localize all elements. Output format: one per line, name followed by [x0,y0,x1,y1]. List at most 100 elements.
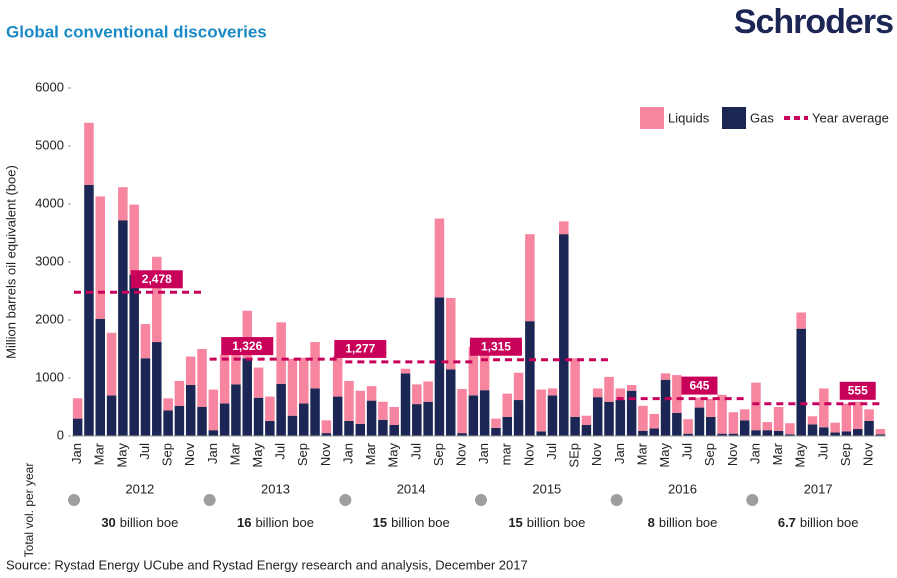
bar-gas [457,433,467,436]
x-tick-label: Mar [770,442,785,465]
bar-gas [400,373,411,436]
y-tick-label: 5000 [35,137,64,152]
bar-liquids [95,196,106,319]
bar-liquids [434,218,445,298]
bar-liquids [672,375,682,413]
bar-gas [118,220,128,436]
year-average-box [469,337,522,356]
bar-liquids [728,412,739,434]
bar-liquids [412,384,422,405]
bar-liquids [468,346,479,396]
bar-gas [694,407,705,436]
bar-gas [875,434,886,436]
year-label: 2012 [125,481,154,496]
year-marker [203,494,216,506]
bar-gas [762,430,773,436]
bar-liquids [344,380,354,421]
year-average-box [334,339,387,358]
bar-liquids [231,343,241,385]
bar-gas [185,384,196,436]
bar-gas [219,403,230,436]
y-tick-label: 0 [57,427,64,442]
bar-liquids [174,380,185,406]
x-tick-label: Jan [205,443,220,464]
year-marker [746,494,759,506]
total-unit: billion boe [391,515,450,530]
bar-liquids [615,388,626,401]
bar-gas [423,401,433,436]
year-average-label: 2,478 [142,272,172,286]
bar-gas [581,424,592,436]
x-tick-label: Jul [408,443,423,460]
bar-gas [479,390,490,436]
bar-gas [773,430,784,436]
bar-gas [807,424,818,436]
bar-gas [739,420,750,436]
x-tick-label: Sep [295,443,310,466]
x-tick-label: May [793,443,808,468]
total-volume: 8 billion boe [648,515,718,530]
bar-liquids [491,418,501,428]
total-amount: 6.7 [778,515,796,530]
bar-gas [129,274,139,436]
bar-liquids [841,403,852,432]
bar-liquids [592,388,603,398]
bar-gas [389,424,399,436]
bar-liquids [423,381,433,402]
total-label: Total vol. per year [22,463,36,558]
x-tick-label: Jul [544,443,559,460]
x-tick-label: Sep [838,443,853,466]
x-tick-label: Jan [340,443,355,464]
bar-gas [84,184,94,436]
year-average-label: 555 [848,383,868,397]
bar-liquids [185,356,196,385]
x-tick-label: Mar [92,442,107,465]
total-amount: 30 [101,515,115,530]
bar-gas [95,318,106,436]
x-tick-label: Nov [860,443,875,467]
bar-liquids [72,398,83,419]
x-tick-label: Sep [431,443,446,466]
bar-liquids [683,419,693,434]
bar-gas [615,400,626,436]
year-marker [68,494,80,506]
bar-gas [559,234,569,436]
total-amount: 15 [508,515,522,530]
bar-gas [536,431,546,436]
bar-liquids [513,372,524,401]
bar-liquids [287,358,298,416]
bar-liquids [321,420,332,434]
bar-liquids [197,349,207,407]
x-tick-label: Jan [476,443,491,464]
year-average-box [221,337,274,356]
bar-liquids [559,221,569,235]
year-label: 2017 [804,481,833,496]
bar-liquids [660,373,671,380]
bar-gas [366,400,377,436]
bar-gas [344,420,354,436]
bar-liquids [389,407,399,425]
bar-gas [355,423,366,436]
bar-liquids [875,429,886,435]
x-tick-label: Mar [227,442,242,465]
bar-gas [412,404,422,436]
bar-liquids [649,413,659,429]
brand-logo: Schroders [734,3,893,41]
year-label: 2014 [397,481,426,496]
year-average-box [839,381,876,400]
bar-gas [785,434,795,436]
bar-liquids [762,422,773,431]
year-marker [339,494,352,506]
total-volume: 15 billion boe [373,515,450,530]
bar-liquids [219,354,230,404]
year-label: 2016 [668,481,697,496]
x-tick-label: Mar [634,442,649,465]
bar-gas [604,401,614,436]
bar-gas [332,396,343,436]
bar-liquids [502,393,513,417]
bar-liquids [332,355,343,397]
year-average-label: 1,315 [481,339,511,353]
bar-gas [287,415,298,436]
bar-liquids [830,422,840,433]
bar-liquids [140,324,151,359]
